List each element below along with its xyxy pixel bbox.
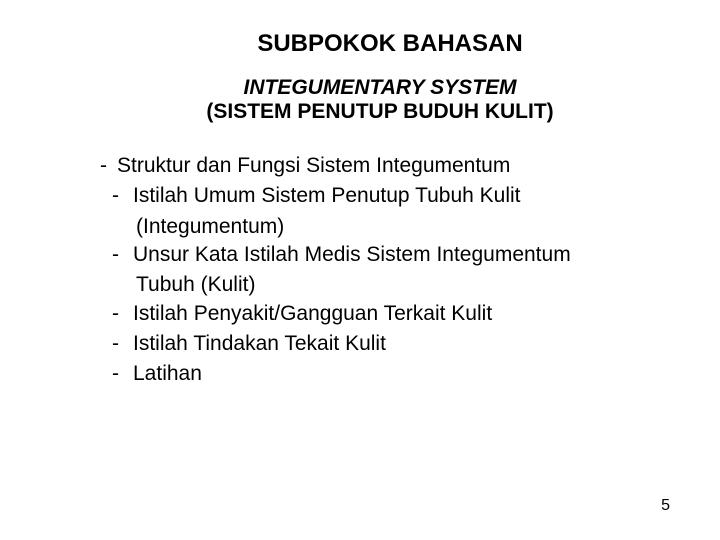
bullet-dash: - [100, 152, 107, 180]
list-item: - Struktur dan Fungsi Sistem Integumentu… [100, 152, 660, 180]
subtitle-parenthetical: (SISTEM PENUTUP BUDUH KULIT) [100, 100, 660, 124]
list-item-text: Latihan [133, 360, 660, 388]
subtitle-block: INTEGUMENTARY SYSTEM (SISTEM PENUTUP BUD… [100, 76, 660, 124]
page-title: SUBPOKOK BAHASAN [120, 30, 660, 58]
bullet-dash: - [112, 360, 119, 388]
list-item: - Istilah Umum Sistem Penutup Tubuh Kuli… [100, 182, 660, 210]
list-item-continuation: (Integumentum) [100, 213, 660, 241]
list-item-text: Istilah Penyakit/Gangguan Terkait Kulit [133, 300, 660, 328]
bullet-dash: - [112, 330, 119, 358]
list-item-continuation: Tubuh (Kulit) [100, 271, 660, 299]
bullet-dash: - [112, 300, 119, 328]
list-item: - Istilah Tindakan Tekait Kulit [100, 330, 660, 358]
list-item: - Istilah Penyakit/Gangguan Terkait Kuli… [100, 300, 660, 328]
bullet-dash: - [112, 241, 119, 269]
list-item-text: Istilah Tindakan Tekait Kulit [133, 330, 660, 358]
list-item-text: Struktur dan Fungsi Sistem Integumentum [117, 152, 660, 180]
page-number: 5 [661, 497, 670, 515]
list-item: - Latihan [100, 360, 660, 388]
list-item-text: Istilah Umum Sistem Penutup Tubuh Kulit [133, 182, 660, 210]
list-item: - Unsur Kata Istilah Medis Sistem Integu… [100, 241, 660, 269]
subtitle-italic: INTEGUMENTARY SYSTEM [100, 76, 660, 100]
list-item-text: Unsur Kata Istilah Medis Sistem Integume… [133, 241, 660, 269]
content-list: - Struktur dan Fungsi Sistem Integumentu… [60, 152, 660, 389]
bullet-dash: - [112, 182, 119, 210]
